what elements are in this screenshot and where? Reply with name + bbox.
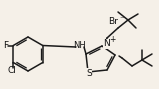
Text: F: F — [3, 41, 8, 50]
Text: N: N — [104, 40, 110, 49]
Text: S: S — [86, 69, 92, 78]
Text: +: + — [109, 36, 115, 44]
Text: Br: Br — [108, 18, 118, 27]
Text: NH: NH — [74, 41, 86, 50]
Text: ⁻: ⁻ — [119, 15, 124, 24]
Text: Cl: Cl — [8, 66, 17, 75]
